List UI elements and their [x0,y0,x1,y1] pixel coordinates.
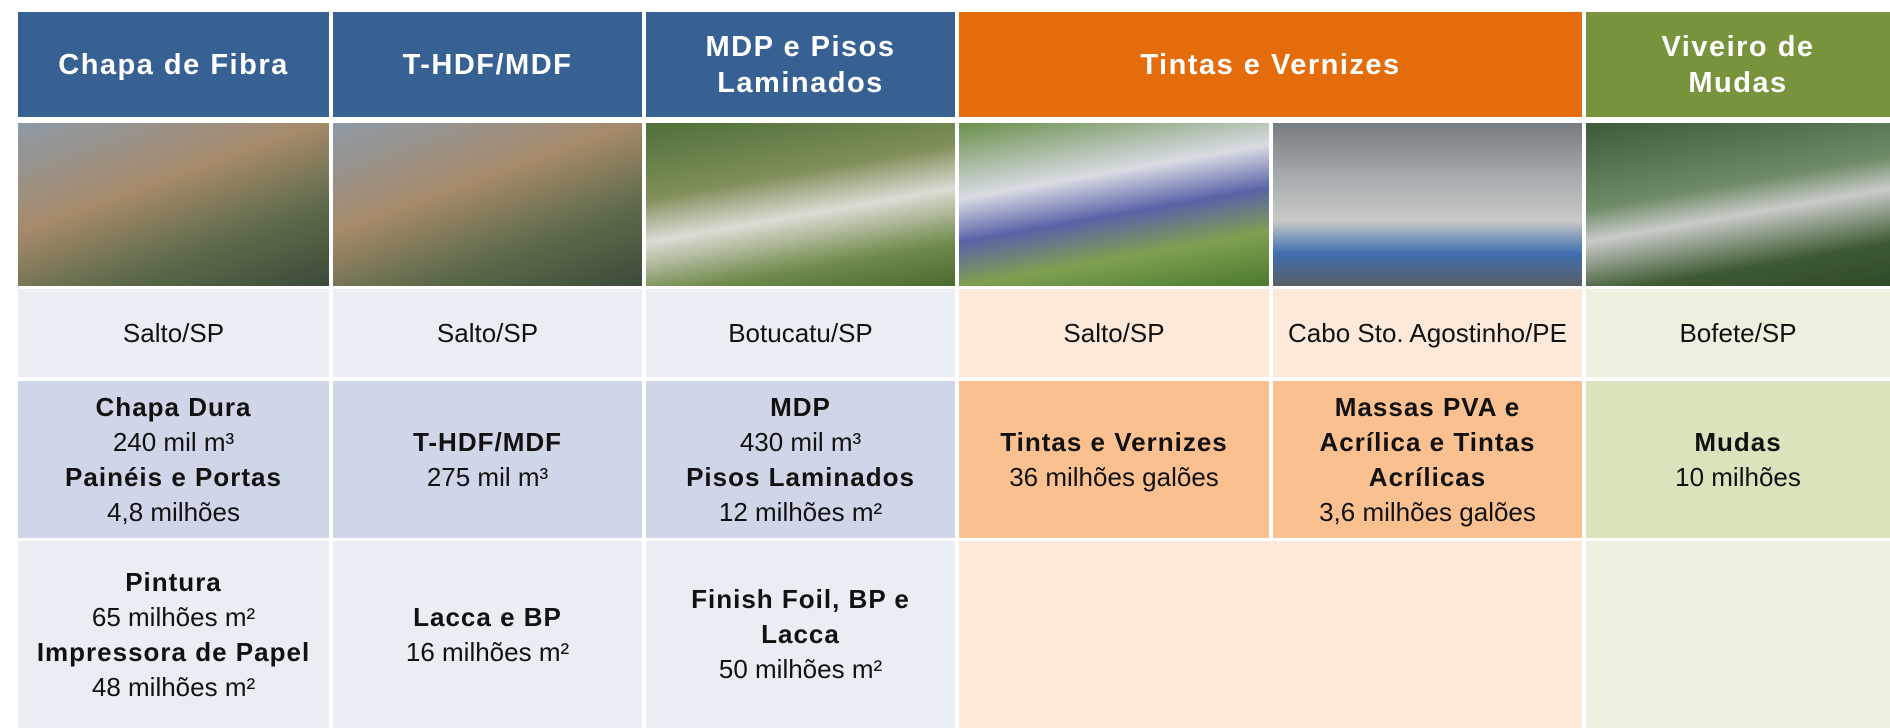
location-label: Botucatu/SP [728,316,873,351]
product-name: Tintas e Vernizes [1000,425,1228,460]
product-name: Pisos Laminados [686,460,915,495]
photo [1273,123,1582,286]
photo [18,123,329,286]
photo [959,123,1269,286]
header-label: MDP e Pisos Laminados [686,29,915,101]
product-amount: 65 milhões m² [92,600,255,635]
product-name: Painéis e Portas [65,460,282,495]
product-amount: 16 milhões m² [406,635,569,670]
product-name: T-HDF/MDF [413,425,562,460]
location-label: Salto/SP [1063,316,1164,351]
location-cell: Salto/SP [333,289,642,377]
product-amount: 36 milhões galões [1009,460,1219,495]
location-label: Bofete/SP [1679,316,1796,351]
header-cell: Viveiro de Mudas [1586,12,1890,117]
header-label: T-HDF/MDF [403,47,573,83]
location-cell: Salto/SP [18,289,329,377]
product-name: Finish Foil, BP e Lacca [660,582,941,652]
product-amount: 50 milhões m² [719,652,882,687]
header-label: Chapa de Fibra [58,47,289,83]
product-name: Chapa Dura [96,390,252,425]
product-amount: 48 milhões m² [92,670,255,705]
product-amount: 12 milhões m² [719,495,882,530]
page: Chapa de Fibra T-HDF/MDF MDP e Pisos Lamin… [0,0,1890,728]
header-cell: Tintas e Vernizes [959,12,1582,117]
product-amount: 4,8 milhões [107,495,240,530]
product-name: MDP [770,390,831,425]
header-label: Tintas e Vernizes [1140,47,1400,83]
location-label: Cabo Sto. Agostinho/PE [1288,316,1567,351]
photo [1586,123,1890,286]
photo [333,123,642,286]
product-amount: 3,6 milhões galões [1319,495,1536,530]
product-name: Mudas [1694,425,1781,460]
product-amount: 240 mil m³ [113,425,234,460]
product-name: Pintura [125,565,222,600]
location-label: Salto/SP [123,316,224,351]
product-amount: 275 mil m³ [427,460,548,495]
finishing-cell [1586,541,1890,728]
finishing-cell [959,541,1582,728]
location-cell: Salto/SP [959,289,1269,377]
header-cell: Chapa de Fibra [18,12,329,117]
product-name: Lacca e BP [413,600,562,635]
header-cell: MDP e Pisos Laminados [646,12,955,117]
header-label: Viveiro de Mudas [1626,29,1850,101]
location-cell: Cabo Sto. Agostinho/PE [1273,289,1582,377]
header-cell: T-HDF/MDF [333,12,642,117]
capacity-cell: Massas PVA e Acrílica e Tintas Acrílicas… [1273,381,1582,538]
product-amount: 430 mil m³ [740,425,861,460]
product-amount: 10 milhões [1675,460,1801,495]
photo [646,123,955,286]
product-name: Impressora de Papel [37,635,310,670]
location-cell: Botucatu/SP [646,289,955,377]
location-label: Salto/SP [437,316,538,351]
product-name: Massas PVA e Acrílica e Tintas Acrílicas [1287,390,1568,495]
location-cell: Bofete/SP [1586,289,1890,377]
